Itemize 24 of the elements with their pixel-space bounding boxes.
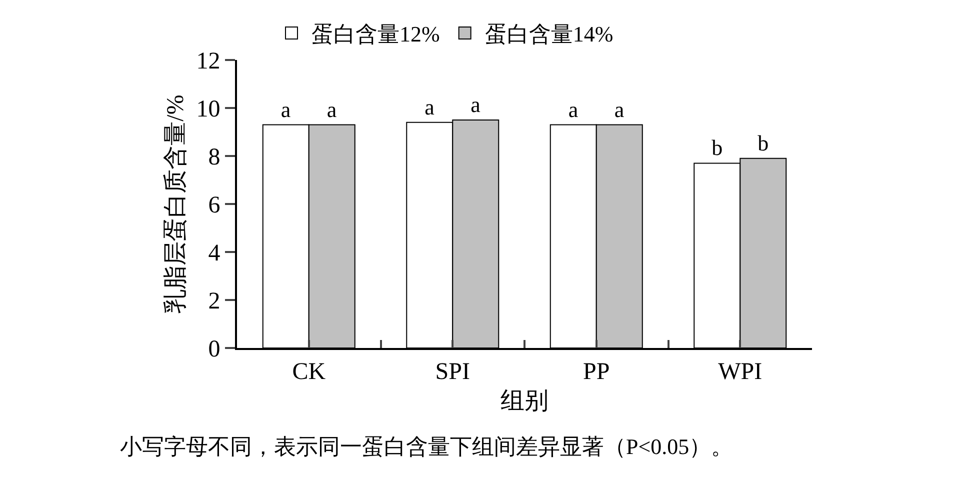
legend-label: 蛋白含量12% (312, 22, 440, 47)
y-tick-label: 0 (208, 336, 220, 362)
y-tick-label: 2 (208, 288, 220, 314)
y-tick-label: 8 (208, 144, 220, 170)
x-tick-label: CK (292, 358, 326, 385)
data-label: b (758, 130, 769, 156)
x-tick-label: PP (583, 358, 610, 385)
x-axis-title: 组别 (500, 388, 548, 415)
data-label: b (712, 135, 723, 160)
data-label: a (568, 96, 578, 122)
text: 小写字母不同，表示同一蛋白含量下组间差异显著（P<0.05）。 (120, 434, 734, 459)
data-label: a (280, 96, 291, 122)
y-tick-label: 10 (196, 96, 220, 122)
legend-label: 蛋白含量14% (484, 22, 614, 47)
x-tick-label: SPI (435, 358, 470, 385)
y-axis-title: 乳脂层蛋白质含量/% (162, 94, 189, 314)
data-label: a (326, 96, 337, 122)
data-label: a (470, 92, 481, 117)
y-tick-label: 6 (208, 192, 220, 218)
y-tick-label: 4 (208, 240, 220, 266)
data-label: a (614, 96, 624, 122)
data-label: a (424, 94, 435, 120)
x-tick-label: WPI (718, 358, 762, 385)
y-tick-label: 12 (196, 48, 220, 74)
